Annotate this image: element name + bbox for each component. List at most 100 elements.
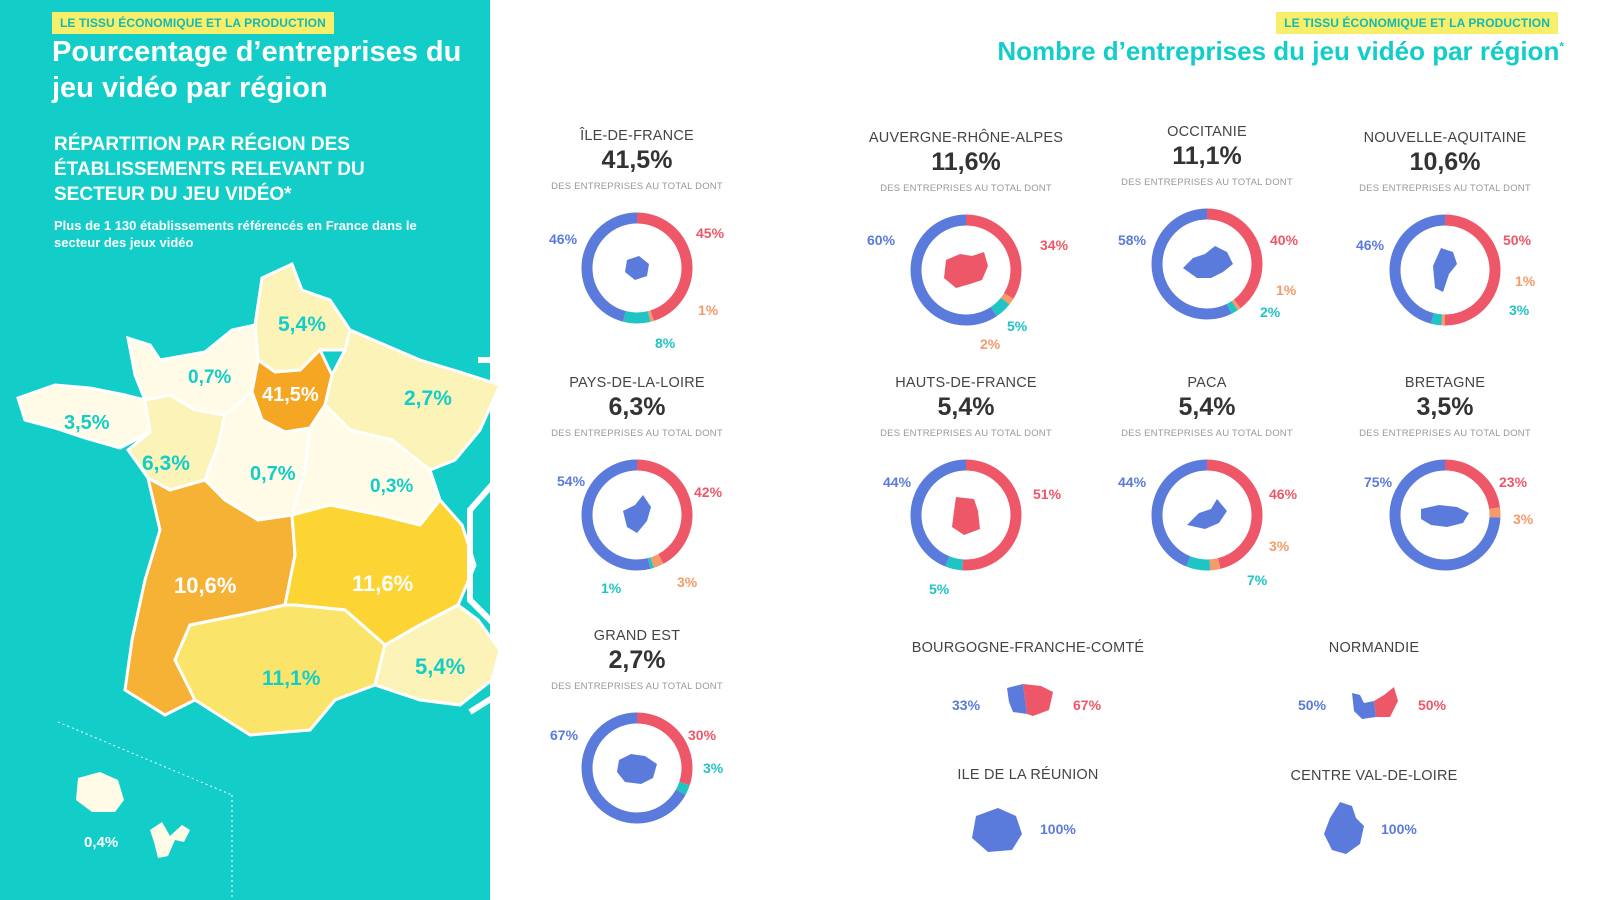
region-block: BRETAGNE 3,5% DES ENTREPRISES AU TOTAL DON… xyxy=(1340,375,1550,571)
donut-segment-label: 67% xyxy=(550,727,579,743)
map-label-ile-de-france: 41,5% xyxy=(262,384,319,406)
region-subline: DES ENTREPRISES AU TOTAL DONT xyxy=(1359,428,1531,439)
donut-segment-label: 45% xyxy=(696,225,725,241)
left-subtitle: RÉPARTITION PAR RÉGION DES ÉTABLISSEMENT… xyxy=(54,134,365,205)
donut-segment-blue xyxy=(1151,208,1263,320)
left-panel: LE TISSU ÉCONOMIQUE ET LA PRODUCTION Pou… xyxy=(0,0,523,900)
donut-segment-label: 3% xyxy=(1509,302,1530,318)
region-name: PACA xyxy=(1187,375,1227,391)
region-shape-icon xyxy=(944,252,988,288)
donut-segment-label: 5% xyxy=(929,581,950,597)
region-percentage: 5,4% xyxy=(937,393,995,421)
region-subline: DES ENTREPRISES AU TOTAL DONT xyxy=(1121,428,1293,439)
region-percentage: 3,5% xyxy=(1416,393,1474,421)
small-region-reunion: ILE DE LA RÉUNION xyxy=(898,767,1158,783)
donut-segment-label: 3% xyxy=(1269,538,1290,554)
region-shape-icon xyxy=(1421,505,1469,527)
map-label-bretagne: 3,5% xyxy=(64,412,110,434)
region-block: ÎLE-DE-FRANCE 41,5% DES ENTREPRISES AU TOT… xyxy=(532,128,742,324)
donut-segment-label: 1% xyxy=(1276,282,1297,298)
region-percentage: 2,7% xyxy=(608,646,666,674)
donut-segment-label: 75% xyxy=(1364,474,1393,490)
region-shape-icon xyxy=(623,495,651,533)
region-percentage: 5,4% xyxy=(1178,393,1236,421)
region-subline: DES ENTREPRISES AU TOTAL DONT xyxy=(551,181,723,192)
donut-segment-label: 3% xyxy=(677,574,698,590)
map-divider xyxy=(57,721,233,796)
region-percentage: 11,6% xyxy=(931,148,1001,176)
small-region-value: 100% xyxy=(1381,821,1417,837)
small-region-right-pct: 67% xyxy=(1073,697,1102,713)
region-block: PAYS-DE-LA-LOIRE 6,3% DES ENTREPRISES AU T… xyxy=(532,375,742,571)
region-block: HAUTS-DE-FRANCE 5,4% DES ENTREPRISES AU TO… xyxy=(861,375,1071,571)
donut-segment-blue xyxy=(581,459,693,571)
small-region-name: ILE DE LA RÉUNION xyxy=(957,767,1099,783)
map-label-nouvelle-aquitaine: 10,6% xyxy=(174,573,237,598)
region-shape-icon xyxy=(1187,499,1227,529)
small-region-bourgogne-franche-comte: BOURGOGNE-FRANCHE-COMTÉ xyxy=(898,640,1158,656)
normandie-shape xyxy=(1352,687,1398,719)
region-name: AUVERGNE-RHÔNE-ALPES xyxy=(868,130,1064,146)
right-title-mark: * xyxy=(1559,39,1564,54)
region-donut-chart xyxy=(910,459,1022,571)
donut-segment-label: 23% xyxy=(1499,474,1528,490)
map-label-auvergne-rhone-alpes: 11,6% xyxy=(352,571,414,596)
region-name: BRETAGNE xyxy=(1404,375,1486,391)
donut-segment-label: 8% xyxy=(655,335,676,351)
donut-segment-label: 46% xyxy=(1269,486,1298,502)
region-donut-chart xyxy=(581,212,693,324)
small-region-name: NORMANDIE xyxy=(1328,640,1420,656)
map-region-corse-edge xyxy=(467,357,523,715)
region-name: NOUVELLE-AQUITAINE xyxy=(1363,130,1527,146)
donut-segment-label: 44% xyxy=(883,474,912,490)
donut-segment-blue xyxy=(1151,459,1263,571)
donut-segment-label: 42% xyxy=(694,484,723,500)
right-section-tag: LE TISSU ÉCONOMIQUE ET LA PRODUCTION xyxy=(1276,12,1558,34)
small-region-value: 100% xyxy=(1040,821,1076,837)
region-block: PACA 5,4% DES ENTREPRISES AU TOTAL DONT xyxy=(1102,375,1312,571)
small-region-left-pct: 33% xyxy=(952,697,981,713)
donut-segment-orange xyxy=(1389,459,1501,571)
region-name: PAYS-DE-LA-LOIRE xyxy=(569,375,705,391)
region-block: OCCITANIE 11,1% DES ENTREPRISES AU TOTAL D… xyxy=(1102,124,1312,320)
small-region-left-pct: 50% xyxy=(1298,697,1327,713)
donut-segment-label: 40% xyxy=(1270,232,1299,248)
region-donut-chart xyxy=(581,459,693,571)
region-percentage: 6,3% xyxy=(608,393,666,421)
left-description: Plus de 1 130 établissements référencés … xyxy=(54,218,417,250)
donut-segment-label: 44% xyxy=(1118,474,1147,490)
left-title: Pourcentage d’entreprises du jeu vidéo p… xyxy=(52,36,462,104)
map-label-centre-val-de-loire: 0,7% xyxy=(250,463,296,485)
donut-segment-label: 2% xyxy=(1260,304,1281,320)
reunion-island-shape xyxy=(76,772,124,812)
donut-segment-teal xyxy=(1151,459,1263,571)
map-label-paca: 5,4% xyxy=(415,654,466,679)
bourgogne-franche-comte-shape xyxy=(1007,684,1053,716)
region-name: HAUTS-DE-FRANCE xyxy=(895,375,1037,391)
map-label-bourgogne-franche-comte: 0,3% xyxy=(370,476,414,497)
france-map xyxy=(16,261,523,900)
donut-segment-label: 46% xyxy=(549,231,578,247)
donut-segment-label: 30% xyxy=(688,727,717,743)
right-title: Nombre d’entreprises du jeu vidéo par ré… xyxy=(997,36,1564,67)
small-region-name: CENTRE VAL-DE-LOIRE xyxy=(1290,768,1458,784)
donut-segment-label: 51% xyxy=(1033,486,1062,502)
guadeloupe-island-shape xyxy=(150,822,190,858)
section-tag: LE TISSU ÉCONOMIQUE ET LA PRODUCTION xyxy=(52,12,334,34)
map-label-pays-de-la-loire: 6,3% xyxy=(142,452,190,475)
map-label-occitanie: 11,1% xyxy=(262,667,321,690)
region-donut-chart xyxy=(1389,459,1501,571)
donut-segment-label: 1% xyxy=(1515,273,1536,289)
donut-segment-blue xyxy=(910,214,1022,326)
reunion-shape xyxy=(972,808,1022,852)
small-region-right-pct: 50% xyxy=(1418,697,1447,713)
donut-segment-blue xyxy=(1389,459,1501,571)
region-name: OCCITANIE xyxy=(1167,124,1247,140)
donut-segment-label: 58% xyxy=(1118,232,1147,248)
region-donut-chart xyxy=(1151,208,1263,320)
region-block: NOUVELLE-AQUITAINE 10,6% DES ENTREPRISES A… xyxy=(1340,130,1550,326)
donut-segment-label: 3% xyxy=(703,760,724,776)
map-label-grand-est: 2,7% xyxy=(404,387,452,410)
region-donut-chart xyxy=(910,214,1022,326)
region-subline: DES ENTREPRISES AU TOTAL DONT xyxy=(1359,183,1531,194)
